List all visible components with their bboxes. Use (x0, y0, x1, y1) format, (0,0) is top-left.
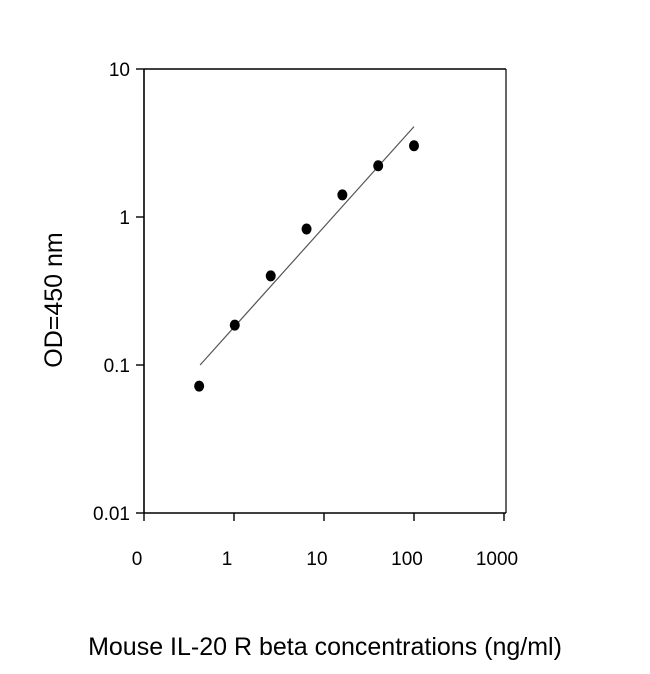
data-point (373, 160, 384, 172)
x-tick-label: 1000 (476, 549, 518, 570)
data-point (301, 223, 312, 235)
axes (143, 68, 507, 514)
y-tick-label: 1 (119, 208, 130, 229)
data-point (337, 189, 348, 201)
data-points (194, 140, 419, 392)
data-point (265, 270, 276, 282)
ticks: 0 1 10 100 1000 0.01 0.1 1 10 (93, 60, 518, 570)
data-point (229, 319, 240, 331)
x-tick-label: 100 (391, 549, 423, 570)
x-tick-label: 10 (306, 549, 327, 570)
y-tick-label: 10 (109, 60, 130, 81)
x-tick-label: 0 (132, 549, 143, 570)
y-tick-label: 0.1 (104, 356, 130, 377)
data-point (409, 140, 419, 152)
x-axis-label: Mouse IL-20 R beta concentrations (ng/ml… (88, 633, 562, 661)
y-tick-label: 0.01 (93, 504, 130, 525)
data-point (194, 380, 205, 392)
x-tick-label: 1 (222, 549, 233, 570)
y-axis-label: OD=450 nm (40, 232, 68, 368)
